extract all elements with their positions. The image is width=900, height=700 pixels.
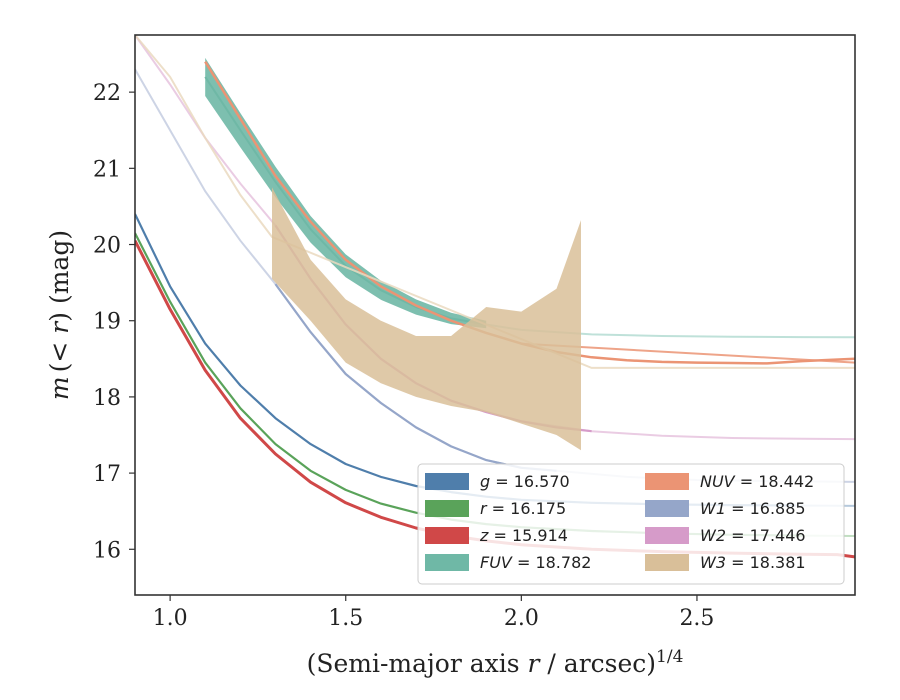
series-w3-band <box>272 187 581 451</box>
y-tick-label: 17 <box>93 462 121 487</box>
y-tick-label: 16 <box>93 538 121 563</box>
series-layer <box>135 35 855 559</box>
legend-swatch-z <box>425 527 469 544</box>
legend-label-z: z = 15.914 <box>479 526 568 545</box>
legend-box <box>417 463 845 585</box>
legend-swatch-w3 <box>645 554 689 571</box>
x-tick-label: 2.5 <box>679 606 714 631</box>
legend-label-r: r = 16.175 <box>480 499 566 518</box>
series-w3-extrapolation <box>135 35 855 369</box>
legend-swatch-w2 <box>645 527 689 544</box>
y-tick-label: 22 <box>93 81 121 106</box>
legend-label-w3: W3 = 18.381 <box>700 553 806 572</box>
legend-swatch-w1 <box>645 500 689 517</box>
legend: g = 16.570 r = 16.175 z = 15.914 FUV = 18.7… <box>417 463 845 585</box>
x-tick-label: 1.5 <box>328 606 363 631</box>
legend-swatch-g <box>425 473 469 490</box>
y-tick-label: 21 <box>93 157 121 182</box>
tick-layer: 1.0 1.5 2.0 2.5 16 17 18 19 20 21 22 <box>93 81 714 631</box>
y-tick-label: 18 <box>93 386 121 411</box>
legend-swatch-nuv <box>645 473 689 490</box>
plot-frame <box>134 34 856 596</box>
y-axis-label: m(< r) (mag) <box>45 230 74 400</box>
legend-label-w1: W1 = 16.885 <box>700 499 806 518</box>
legend-label-w2: W2 = 17.446 <box>700 526 806 545</box>
legend-swatch-fuv <box>425 554 469 571</box>
y-tick-label: 20 <box>93 234 121 259</box>
legend-items: g = 16.570 r = 16.175 z = 15.914 FUV = 18.7… <box>425 472 814 572</box>
x-tick-label: 1.0 <box>153 606 188 631</box>
y-tick-label: 19 <box>93 310 121 335</box>
legend-label-fuv: FUV = 18.782 <box>480 553 591 572</box>
x-tick-label: 2.0 <box>504 606 539 631</box>
series-fuv-band <box>205 57 487 329</box>
legend-swatch-r <box>425 500 469 517</box>
legend-label-g: g = 16.570 <box>480 472 570 491</box>
legend-label-nuv: NUV = 18.442 <box>700 472 814 491</box>
x-axis-label: (Semi-major axis r / arcsec)1/4 <box>307 647 684 678</box>
